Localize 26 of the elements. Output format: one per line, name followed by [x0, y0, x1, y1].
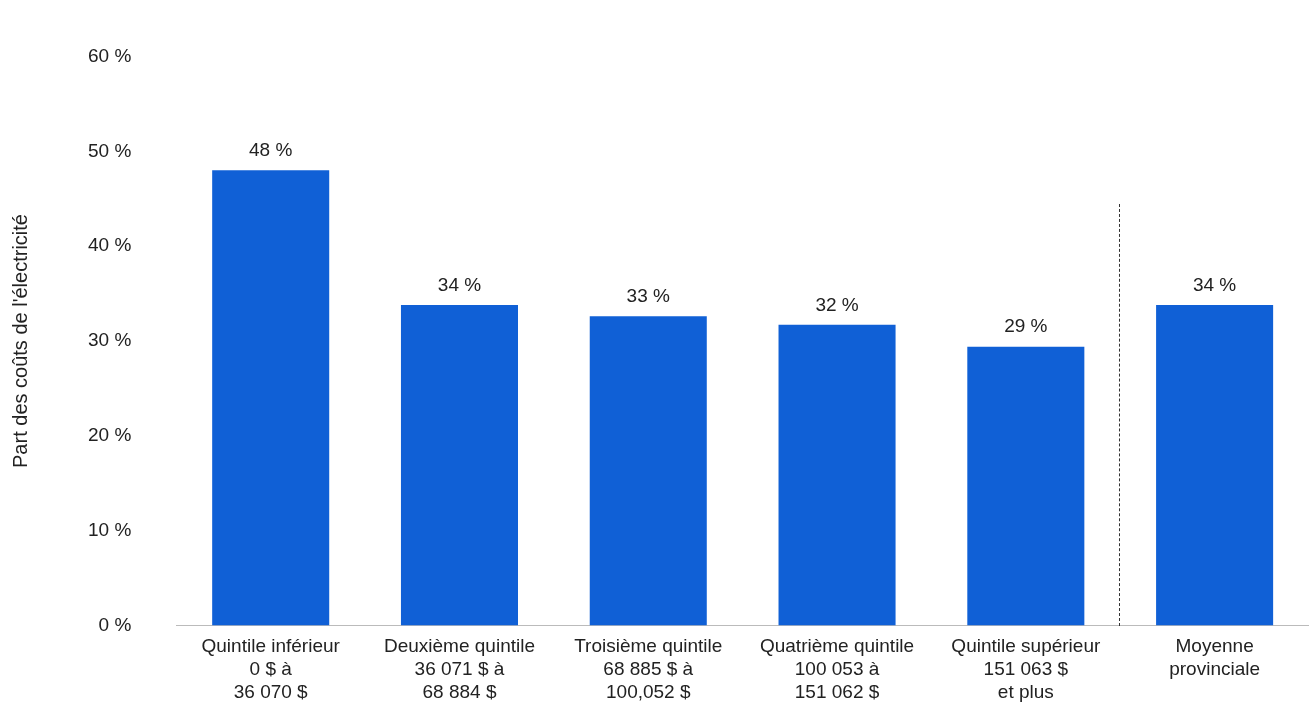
bar [212, 170, 330, 626]
y-tick-label: 0 % [98, 613, 132, 635]
x-tick-label: Deuxième quintile 36 071 $ à 68 884 $ [383, 635, 535, 702]
y-tick-label: 10 % [87, 518, 132, 540]
bar [1156, 304, 1274, 626]
bar [967, 346, 1085, 626]
data-label: 48 % [249, 138, 293, 160]
x-tick-label: Quintile supérieur 151 063 $ et plus [951, 635, 1101, 702]
y-tick-label: 60 % [87, 44, 132, 66]
data-label: 29 % [1004, 315, 1048, 337]
y-tick-label: 40 % [87, 234, 132, 256]
x-tick-label: Quintile inférieur 0 $ à 36 070 $ [201, 635, 341, 702]
data-label: 33 % [626, 285, 671, 307]
bar [400, 304, 518, 626]
x-tick-label: Troisième quintile 68 885 $ à 100,052 $ [574, 635, 723, 702]
y-tick-label: 20 % [87, 424, 132, 446]
y-axis-title: Part des coûts de l'électricité [8, 214, 31, 468]
data-label: 34 % [1192, 273, 1237, 295]
y-tick-label: 50 % [87, 139, 132, 161]
x-tick-label: Moyenne provinciale [1169, 635, 1261, 680]
bar [778, 324, 896, 626]
data-label: 32 % [815, 293, 859, 315]
bar [589, 316, 707, 626]
data-label: 34 % [437, 273, 482, 295]
x-tick-label: Quatrième quintile 100 053 à 151 062 $ [759, 635, 915, 702]
y-tick-label: 30 % [87, 329, 132, 351]
